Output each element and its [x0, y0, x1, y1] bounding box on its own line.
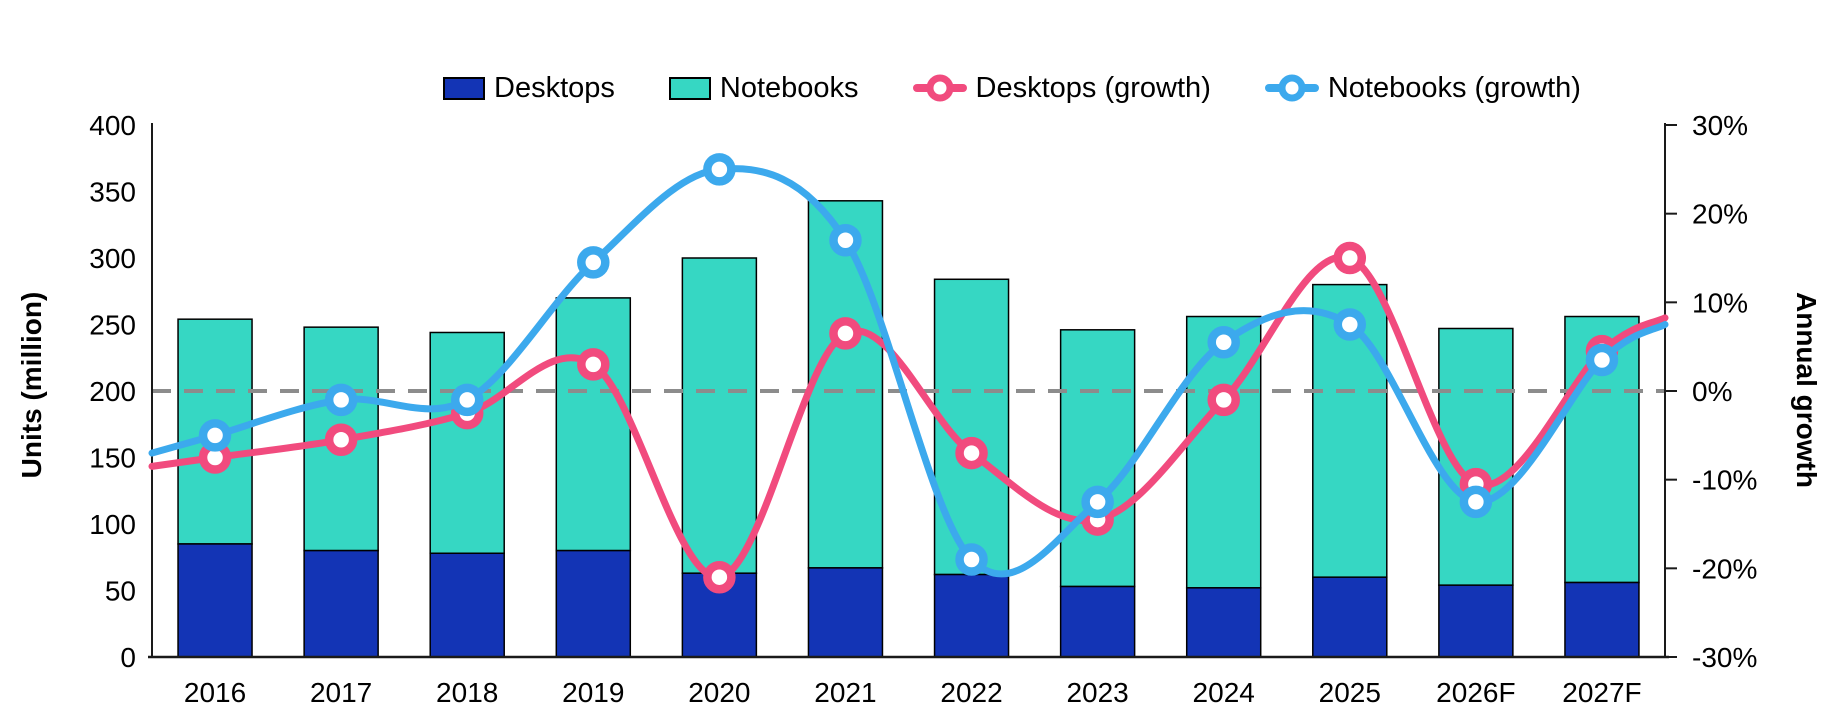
bar-notebooks-2016[interactable] [177, 318, 253, 545]
marker-desktops-growth--2019[interactable] [577, 348, 610, 381]
marker-notebooks-growth--2024[interactable] [1207, 325, 1240, 359]
legend-item-notebooks-growth[interactable]: Notebooks (growth) [1264, 71, 1581, 105]
marker-desktops-growth--2017[interactable] [324, 423, 358, 457]
left-tick-label-200: 200 [89, 376, 136, 407]
right-tick-label-10%: 10% [1692, 287, 1748, 318]
bar-notebooks-2021[interactable] [807, 200, 884, 569]
notebooks-swatch-icon [668, 76, 711, 100]
bar-desktops-2016[interactable] [177, 543, 253, 658]
right-tick-label--30%: -30% [1692, 642, 1757, 673]
legend-label: Desktops (growth) [975, 71, 1211, 104]
left-tick-label-300: 300 [89, 243, 136, 274]
legend-item-notebooks[interactable]: Notebooks [668, 71, 859, 105]
x-axis-label-2017: 2017 [310, 677, 372, 708]
x-axis-label-2018: 2018 [436, 677, 498, 708]
legend-item-desktops-growth[interactable]: Desktops (growth) [912, 71, 1211, 105]
x-axis-label-2016: 2016 [184, 677, 246, 708]
left-tick-label-50: 50 [105, 576, 136, 607]
right-tick-label--10%: -10% [1692, 465, 1757, 496]
bar-desktops-2018[interactable] [429, 552, 505, 658]
line-notebooks-growth- [148, 165, 1669, 578]
bar-desktops-2027F[interactable] [1564, 581, 1640, 658]
right-tick-label-30%: 30% [1692, 110, 1748, 141]
marker-notebooks-growth--2017[interactable] [324, 383, 358, 417]
chart-legend: Desktops Notebooks Desktops (growth) Not… [443, 68, 1581, 108]
legend-label: Desktops [494, 71, 615, 104]
bar-desktops-2024[interactable] [1185, 587, 1262, 658]
left-tick-label-0: 0 [120, 642, 136, 673]
marker-notebooks-growth--2020[interactable] [703, 153, 736, 186]
x-axis-label-2025: 2025 [1319, 677, 1381, 708]
x-axis-label-2020: 2020 [688, 677, 750, 708]
marker-desktops-growth--2024[interactable] [1207, 383, 1240, 417]
bar-desktops-2017[interactable] [303, 549, 379, 658]
marker-notebooks-growth--2026F[interactable] [1459, 485, 1493, 519]
legend-label: Notebooks [719, 71, 859, 104]
x-axis-label-2024: 2024 [1193, 677, 1255, 708]
right-tick-label-20%: 20% [1692, 199, 1748, 230]
bar-notebooks-2019[interactable] [555, 297, 632, 552]
marker-notebooks-growth--2021[interactable] [829, 224, 862, 257]
x-axis-label-2019: 2019 [562, 677, 624, 708]
desktops-swatch-icon [443, 76, 485, 100]
legend-label: Notebooks (growth) [1327, 71, 1581, 104]
x-axis-label-2021: 2021 [814, 677, 876, 708]
marker-notebooks-growth--2025[interactable] [1333, 308, 1367, 341]
right-tick-label--20%: -20% [1692, 553, 1757, 584]
bar-desktops-2019[interactable] [555, 549, 632, 658]
x-axis-label-2027F: 2027F [1562, 677, 1641, 708]
bar-desktops-2026F[interactable] [1438, 584, 1514, 658]
x-axis-label-2023: 2023 [1066, 677, 1128, 708]
marker-notebooks-growth--2019[interactable] [577, 246, 610, 279]
legend-item-desktops[interactable]: Desktops [443, 72, 615, 105]
notebooks-growth-line-icon [1264, 71, 1319, 105]
x-axis-label-2022: 2022 [940, 677, 1002, 708]
marker-notebooks-growth--2022[interactable] [955, 543, 988, 576]
left-tick-label-250: 250 [89, 310, 136, 341]
marker-desktops-growth--2020[interactable] [703, 560, 736, 594]
left-tick-label-400: 400 [89, 110, 136, 141]
line-desktops-growth- [148, 253, 1669, 581]
left-tick-label-350: 350 [89, 177, 136, 208]
right-axis-title: Annual growth [1791, 292, 1822, 488]
desktops-growth-line-icon [912, 71, 967, 105]
left-tick-label-150: 150 [89, 443, 136, 474]
right-tick-label-0%: 0% [1692, 376, 1732, 407]
bar-notebooks-2020[interactable] [681, 257, 758, 574]
marker-desktops-growth--2025[interactable] [1333, 241, 1367, 275]
marker-notebooks-growth--2027F[interactable] [1585, 343, 1619, 377]
bar-desktops-2021[interactable] [807, 567, 884, 658]
left-tick-label-100: 100 [89, 509, 136, 540]
marker-notebooks-growth--2018[interactable] [450, 383, 484, 417]
marker-notebooks-growth--2023[interactable] [1081, 485, 1114, 519]
bar-notebooks-2023[interactable] [1059, 329, 1136, 588]
x-axis-label-2026F: 2026F [1436, 677, 1515, 708]
bar-desktops-2023[interactable] [1059, 585, 1136, 658]
bar-notebooks-2018[interactable] [429, 331, 505, 555]
bar-desktops-2022[interactable] [933, 573, 1010, 658]
marker-desktops-growth--2021[interactable] [829, 317, 862, 350]
marker-notebooks-growth--2016[interactable] [198, 419, 232, 452]
marker-desktops-growth--2022[interactable] [955, 436, 988, 470]
bar-desktops-2025[interactable] [1312, 576, 1388, 658]
